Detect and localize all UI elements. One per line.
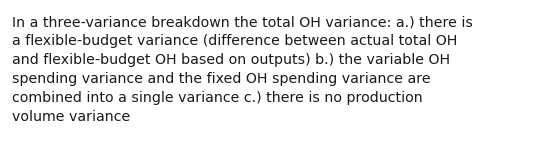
- Text: In a three-variance breakdown the total OH variance: a.) there is
a flexible-bud: In a three-variance breakdown the total …: [12, 15, 473, 124]
